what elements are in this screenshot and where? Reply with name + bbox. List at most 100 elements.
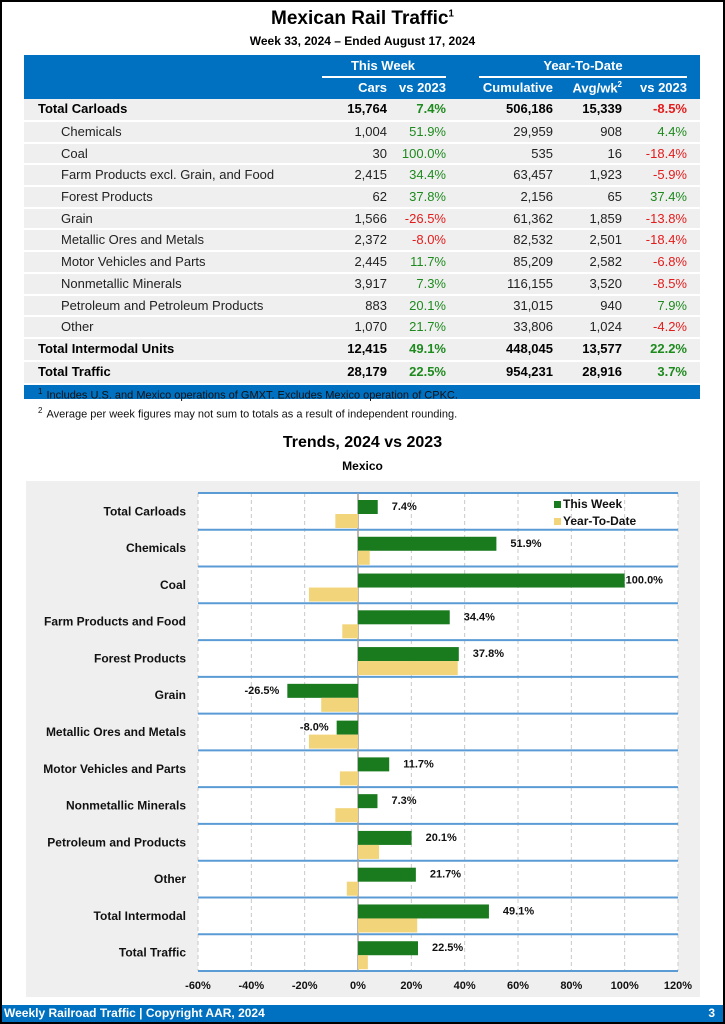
row-label: Grain — [61, 210, 93, 226]
this-week-value-label: 21.7% — [430, 869, 461, 881]
this-week-bar — [358, 941, 418, 956]
table-row: Grain 1,566 -26.5% 61,362 1,859 -13.8% — [24, 208, 700, 231]
cell-cars: 3,917 — [354, 275, 387, 291]
traffic-table: This Week Year-To-Date Cars vs 2023 Cumu… — [24, 55, 700, 399]
ytd-bar — [358, 918, 418, 933]
ytd-bar — [308, 734, 358, 749]
cell-cars: 883 — [365, 297, 387, 313]
footer-copyright: Weekly Railroad Traffic | Copyright AAR,… — [4, 1006, 265, 1020]
category-label: Motor Vehicles and Parts — [43, 762, 186, 776]
trends-bar-chart: Total Carloads 7.4% Chemicals 51.9% Coal 100.… — [43, 492, 692, 992]
this-week-bar — [358, 536, 497, 551]
cell-week-vs: 37.8% — [409, 189, 446, 205]
cell-cumulative: 82,532 — [513, 232, 553, 248]
row-label: Nonmetallic Minerals — [61, 275, 182, 291]
this-week-bar — [358, 610, 450, 625]
category-label: Coal — [160, 578, 186, 592]
row-label: Motor Vehicles and Parts — [61, 254, 206, 270]
this-week-bar — [358, 757, 390, 772]
this-week-value-label: 11.7% — [403, 758, 434, 770]
cell-cars: 2,445 — [354, 254, 387, 270]
cell-week-vs: -26.5% — [404, 210, 446, 226]
table-row: Forest Products 62 37.8% 2,156 65 37.4% — [24, 187, 700, 209]
this-week-value-label: 51.9% — [510, 538, 541, 550]
ytd-bar — [335, 808, 358, 823]
cell-ytd-vs: -6.8% — [653, 254, 687, 270]
x-tick-label: 40% — [454, 980, 476, 992]
chart-subtitle: Mexico — [342, 459, 383, 473]
legend-swatch-this-week — [554, 501, 561, 508]
cell-cars: 2,415 — [354, 167, 387, 183]
footnote-2-text: Average per week figures may not sum to … — [46, 408, 458, 421]
cell-ytd-vs: 4.4% — [657, 124, 687, 139]
x-tick-label: 120% — [664, 980, 692, 992]
cell-avgwk: 2,501 — [589, 232, 622, 248]
ytd-bar — [358, 955, 368, 970]
x-tick-label: 80% — [560, 980, 582, 992]
cell-ytd-vs: -8.5% — [653, 275, 687, 291]
group-header-ytd: Year-To-Date — [543, 58, 623, 73]
category-label: Chemicals — [126, 541, 186, 555]
category-label: Total Traffic — [119, 946, 186, 960]
cell-avgwk: 28,916 — [582, 363, 622, 379]
this-week-value-label: 7.3% — [391, 795, 416, 807]
footnote-2-mark: 2 — [38, 406, 43, 415]
table-header: This Week Year-To-Date Cars vs 2023 Cumu… — [24, 55, 700, 99]
table-row: Chemicals 1,004 51.9% 29,959 908 4.4% — [24, 122, 700, 144]
title-footnote-mark: 1 — [448, 8, 454, 20]
ytd-bar — [358, 550, 370, 565]
footnote-1-mark: 1 — [38, 387, 43, 396]
cell-ytd-vs: -4.2% — [653, 319, 687, 335]
this-week-bar — [358, 794, 378, 809]
col-header-avgwk: Avg/wk2 — [573, 80, 622, 95]
row-label: Total Traffic — [38, 363, 111, 379]
this-week-bar — [358, 573, 625, 588]
cell-cumulative: 448,045 — [506, 340, 553, 356]
cell-cumulative: 29,959 — [513, 124, 553, 139]
this-week-value-label: 49.1% — [503, 905, 534, 917]
this-week-value-label: -8.0% — [300, 722, 329, 734]
cell-week-vs: 100.0% — [401, 145, 446, 161]
chart-title: Trends, 2024 vs 2023 — [282, 434, 443, 451]
page-subtitle: Week 33, 2024 – Ended August 17, 2024 — [249, 34, 476, 48]
this-week-value-label: 34.4% — [464, 611, 495, 623]
cell-cumulative: 31,015 — [513, 297, 553, 313]
cell-ytd-vs: 3.7% — [657, 363, 687, 379]
this-week-bar — [336, 720, 358, 735]
cell-cars: 30 — [372, 145, 387, 161]
cell-cars: 1,004 — [354, 124, 387, 139]
table-body: Total Carloads 15,764 7.4% 506,186 15,339 -8.… — [24, 99, 700, 385]
cell-week-vs: 34.4% — [409, 167, 446, 183]
table-row: Other 1,070 21.7% 33,806 1,024 -4.2% — [24, 317, 700, 339]
cell-cars: 28,179 — [347, 363, 387, 379]
cell-week-vs: 7.4% — [416, 101, 446, 116]
page-title: Mexican Rail Traffic1 — [2, 8, 723, 30]
cell-week-vs: 49.1% — [409, 340, 446, 356]
footnote-1: 1 Includes U.S. and Mexico operations of … — [38, 387, 458, 402]
this-week-bar — [287, 683, 358, 698]
cell-cars: 12,415 — [347, 340, 387, 356]
table-row: Motor Vehicles and Parts 2,445 11.7% 85,209… — [24, 252, 700, 274]
row-label: Farm Products excl. Grain, and Food — [61, 167, 275, 183]
x-tick-label: -20% — [292, 980, 318, 992]
table-row: Petroleum and Petroleum Products 883 20.1%… — [24, 295, 700, 318]
category-label: Other — [154, 872, 186, 886]
avg-footnote-mark: 2 — [617, 80, 622, 89]
cell-ytd-vs: -5.9% — [653, 167, 687, 183]
x-tick-label: -60% — [185, 980, 211, 992]
cell-ytd-vs: -18.4% — [645, 145, 687, 161]
col-header-cumulative: Cumulative — [482, 80, 553, 95]
this-week-bar — [358, 830, 412, 845]
this-week-value-label: -26.5% — [244, 685, 279, 697]
this-week-bar — [358, 904, 489, 919]
category-label: Nonmetallic Minerals — [66, 799, 186, 813]
ytd-bar — [308, 587, 358, 602]
group-header-this-week: This Week — [350, 58, 416, 73]
cell-week-vs: 7.3% — [416, 275, 446, 291]
this-week-bar — [358, 500, 378, 514]
cell-avgwk: 1,024 — [589, 319, 622, 335]
row-label: Coal — [61, 145, 88, 161]
ytd-bar — [342, 624, 358, 639]
table-footer-bar — [24, 384, 700, 399]
col-header-cars: Cars — [358, 80, 387, 95]
